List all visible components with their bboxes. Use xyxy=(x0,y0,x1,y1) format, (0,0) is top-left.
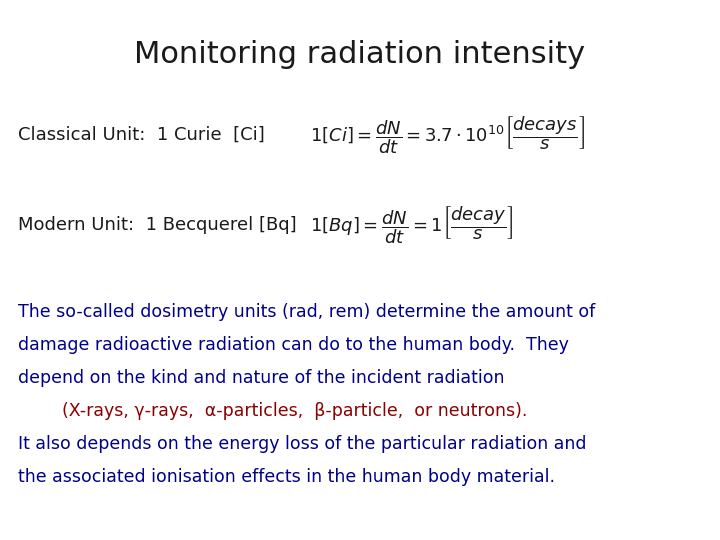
Text: (X-rays, γ-rays,  α-particles,  β-particle,  or neutrons).: (X-rays, γ-rays, α-particles, β-particle… xyxy=(18,402,527,420)
Text: It also depends on the energy loss of the particular radiation and: It also depends on the energy loss of th… xyxy=(18,435,587,453)
Text: the associated ionisation effects in the human body material.: the associated ionisation effects in the… xyxy=(18,468,555,486)
Text: depend on the kind and nature of the incident radiation: depend on the kind and nature of the inc… xyxy=(18,369,505,387)
Text: Monitoring radiation intensity: Monitoring radiation intensity xyxy=(135,40,585,69)
Text: $1\left[Ci\right]=\dfrac{dN}{dt}=3.7\cdot10^{10}\left[\dfrac{decays}{s}\right]$: $1\left[Ci\right]=\dfrac{dN}{dt}=3.7\cdo… xyxy=(310,114,585,156)
Text: Classical Unit:  1 Curie  [Ci]: Classical Unit: 1 Curie [Ci] xyxy=(18,126,265,144)
Text: $1\left[Bq\right]=\dfrac{dN}{dt}=1\left[\dfrac{decay}{s}\right]$: $1\left[Bq\right]=\dfrac{dN}{dt}=1\left[… xyxy=(310,204,514,246)
Text: damage radioactive radiation can do to the human body.  They: damage radioactive radiation can do to t… xyxy=(18,336,569,354)
Text: Modern Unit:  1 Becquerel [Bq]: Modern Unit: 1 Becquerel [Bq] xyxy=(18,216,297,234)
Text: The so-called dosimetry units (rad, rem) determine the amount of: The so-called dosimetry units (rad, rem)… xyxy=(18,303,595,321)
